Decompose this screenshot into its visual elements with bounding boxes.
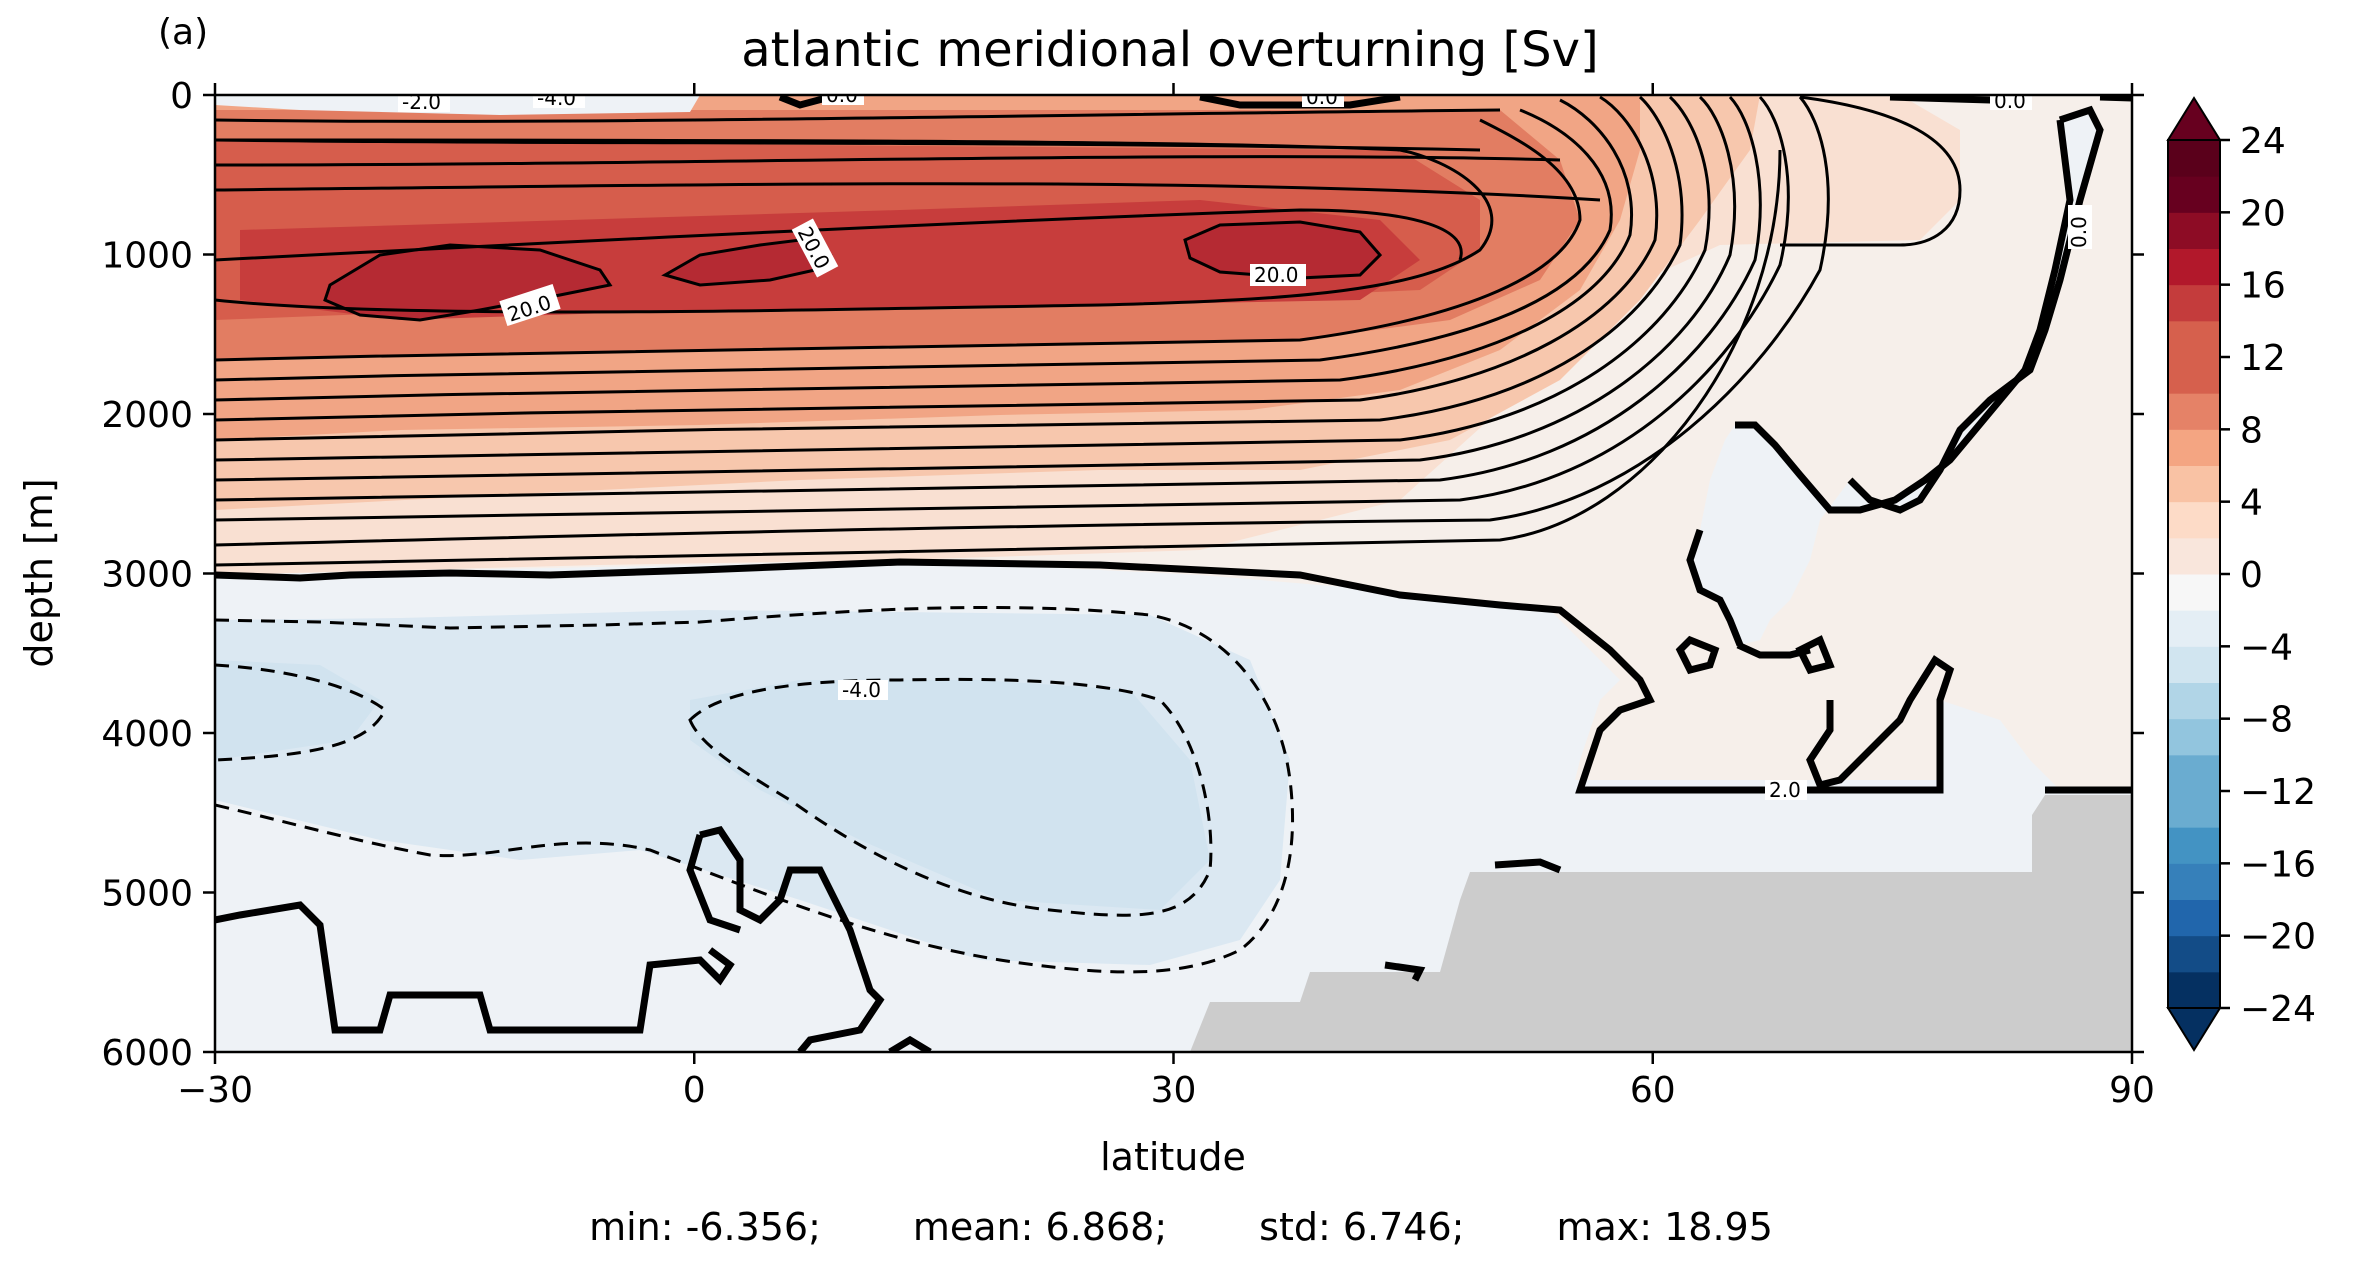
field-arctic-negative bbox=[1690, 110, 2100, 645]
stat-max: max: 18.95 bbox=[1556, 1205, 1773, 1249]
contour-label: -4.0 bbox=[537, 86, 576, 110]
colorbar-band bbox=[2168, 574, 2220, 611]
contour-label: 20.0 bbox=[1254, 263, 1299, 287]
negative-contours bbox=[215, 605, 1294, 974]
summary-stats: min: -6.356; mean: 6.868; std: 6.746; max: … bbox=[0, 1205, 2362, 1249]
colorbar-tick-label: −16 bbox=[2240, 844, 2316, 885]
field-core-mid bbox=[665, 240, 830, 285]
colorbar-band bbox=[2168, 899, 2220, 937]
colorbar-tick-label: −24 bbox=[2240, 989, 2316, 1030]
y-tick-label: 4000 bbox=[101, 714, 193, 755]
contour-lines bbox=[215, 95, 1962, 567]
colorbar-band bbox=[2168, 682, 2220, 720]
colorbar-band bbox=[2168, 393, 2220, 430]
colorbar-tick-label: 12 bbox=[2240, 338, 2286, 379]
zero-contour bbox=[215, 95, 2132, 1052]
x-tick-label: 30 bbox=[1151, 1070, 1197, 1111]
y-tick-label: 0 bbox=[170, 76, 193, 117]
colorbar-tick-label: 8 bbox=[2240, 410, 2263, 451]
colorbar-band bbox=[2168, 429, 2220, 466]
colorbar-tick-label: −12 bbox=[2240, 772, 2316, 813]
y-tick-label: 2000 bbox=[101, 395, 193, 436]
colorbar-tick-label: 16 bbox=[2240, 266, 2286, 307]
colorbar-band bbox=[2168, 971, 2220, 1009]
colorbar-band bbox=[2168, 357, 2220, 394]
land-mask bbox=[1190, 795, 2132, 1052]
stat-mean: mean: 6.868; bbox=[912, 1205, 1168, 1249]
colorbar-band bbox=[2168, 176, 2220, 213]
colorbar-tick-label: 20 bbox=[2240, 193, 2286, 234]
contour-label: 0.0 bbox=[1994, 89, 2026, 113]
colorbar-tick-label: 4 bbox=[2240, 483, 2263, 524]
colorbar-tick-label: −4 bbox=[2240, 627, 2293, 668]
contour-label: -2.0 bbox=[402, 90, 441, 114]
colorbar-band bbox=[2168, 754, 2220, 792]
colorbar-band bbox=[2168, 501, 2220, 539]
colorbar-band bbox=[2168, 212, 2220, 249]
field-core-west bbox=[325, 245, 610, 320]
colorbar-band bbox=[2168, 718, 2220, 756]
contour-label: 2.0 bbox=[1769, 778, 1801, 802]
colorbar-band bbox=[2168, 863, 2220, 900]
colorbar-band bbox=[2168, 791, 2220, 828]
contour-label: 0.0 bbox=[1306, 85, 1338, 109]
colorbar: 24 20 16 12 8 4 0 −4 −8 −12 −16 −20 −24 bbox=[2166, 96, 2316, 1052]
x-axis: −30 0 30 60 90 bbox=[177, 83, 2155, 1111]
y-axis: 0 1000 2000 3000 4000 5000 6000 bbox=[101, 76, 2144, 1074]
field-core-east bbox=[1185, 222, 1380, 278]
colorbar-band bbox=[2168, 646, 2220, 683]
y-tick-label: 1000 bbox=[101, 236, 193, 277]
colorbar-band bbox=[2168, 465, 2220, 503]
x-axis-label: latitude bbox=[1100, 1135, 1246, 1179]
colorbar-band bbox=[2168, 537, 2220, 575]
colorbar-tick-label: 24 bbox=[2240, 121, 2286, 162]
colorbar-band bbox=[2168, 610, 2220, 647]
x-tick-label: −30 bbox=[177, 1070, 253, 1111]
contour-label: -4.0 bbox=[842, 678, 881, 702]
x-tick-label: 0 bbox=[683, 1070, 706, 1111]
chart-title: atlantic meridional overturning [Sv] bbox=[741, 22, 1599, 78]
contour-label: 0.0 bbox=[826, 83, 858, 107]
field-negative-core bbox=[215, 660, 1210, 910]
panel-label: (a) bbox=[158, 12, 209, 53]
x-tick-label: 90 bbox=[2109, 1070, 2155, 1111]
plot-area: -2.0 -4.0 0.0 0.0 0.0 0.0 20.0 20.0 20.0… bbox=[215, 83, 2132, 1052]
colorbar-band bbox=[2168, 140, 2220, 177]
y-axis-label: depth [m] bbox=[17, 478, 61, 667]
stat-std: std: 6.746; bbox=[1259, 1205, 1465, 1249]
colorbar-tick-label: −20 bbox=[2240, 917, 2316, 958]
colorbar-tick-label: 0 bbox=[2240, 555, 2263, 596]
colorbar-tick-label: −8 bbox=[2240, 700, 2293, 741]
y-tick-label: 3000 bbox=[101, 555, 193, 596]
y-tick-label: 6000 bbox=[101, 1033, 193, 1074]
stat-min: min: -6.356; bbox=[589, 1205, 821, 1249]
contour-label: 0.0 bbox=[2067, 216, 2091, 248]
contour-labels: -2.0 -4.0 0.0 0.0 0.0 0.0 20.0 20.0 20.0… bbox=[398, 83, 2092, 802]
colorbar-band bbox=[2168, 320, 2220, 358]
colorbar-band bbox=[2168, 284, 2220, 322]
colorbar-extend-min bbox=[2166, 1007, 2222, 1052]
colorbar-band bbox=[2168, 248, 2220, 286]
y-tick-label: 5000 bbox=[101, 874, 193, 915]
colorbar-band bbox=[2168, 935, 2220, 973]
colorbar-band bbox=[2168, 827, 2220, 864]
x-tick-label: 60 bbox=[1630, 1070, 1676, 1111]
colorbar-extend-max bbox=[2166, 96, 2222, 141]
